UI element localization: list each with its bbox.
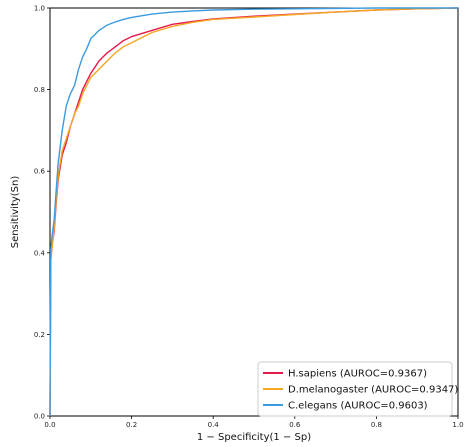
y-tick-label: 0.0 [34, 413, 45, 421]
x-axis-ticks: 0.0 0.2 0.4 0.6 0.8 1.0 [44, 416, 464, 429]
x-tick-label: 0.2 [126, 421, 137, 429]
x-axis-label-text: 1 − Specificity(1 − Sp) [197, 432, 311, 443]
y-axis-ticks: 0.0 0.2 0.4 0.6 0.8 1.0 [34, 5, 50, 421]
legend: H.sapiens (AUROC=0.9367) D.melanogaster (… [257, 361, 458, 417]
plot-area [49, 7, 459, 417]
series-line-2 [49, 7, 458, 417]
x-tick-label: 0.0 [44, 421, 55, 429]
y-axis-label: Sensitivity(Sn) [10, 176, 21, 249]
series-line-0 [49, 7, 459, 417]
legend-label-2: C.elegans (AUROC=0.9603) [288, 401, 428, 412]
y-axis-label-text: Sensitivity(Sn) [10, 176, 21, 249]
series-line-1 [49, 7, 459, 417]
x-tick-label: 0.8 [371, 421, 382, 429]
x-tick-label: 0.6 [289, 421, 301, 429]
series-lines [49, 7, 459, 417]
y-tick-label: 0.4 [34, 249, 46, 257]
plot-frame [49, 7, 459, 417]
legend-label-1: D.melanogaster (AUROC=0.9347) [288, 385, 458, 396]
x-tick-label: 1.0 [452, 421, 463, 429]
y-tick-label: 0.6 [34, 168, 46, 176]
legend-label-0: H.sapiens (AUROC=0.9367) [288, 369, 427, 380]
x-axis-label: 1 − Specificity(1 − Sp) [197, 432, 311, 443]
y-tick-label: 0.8 [34, 86, 45, 94]
y-tick-label: 0.2 [34, 331, 45, 339]
legend-box [257, 361, 453, 417]
y-tick-label: 1.0 [34, 5, 45, 13]
x-tick-label: 0.4 [208, 421, 220, 429]
